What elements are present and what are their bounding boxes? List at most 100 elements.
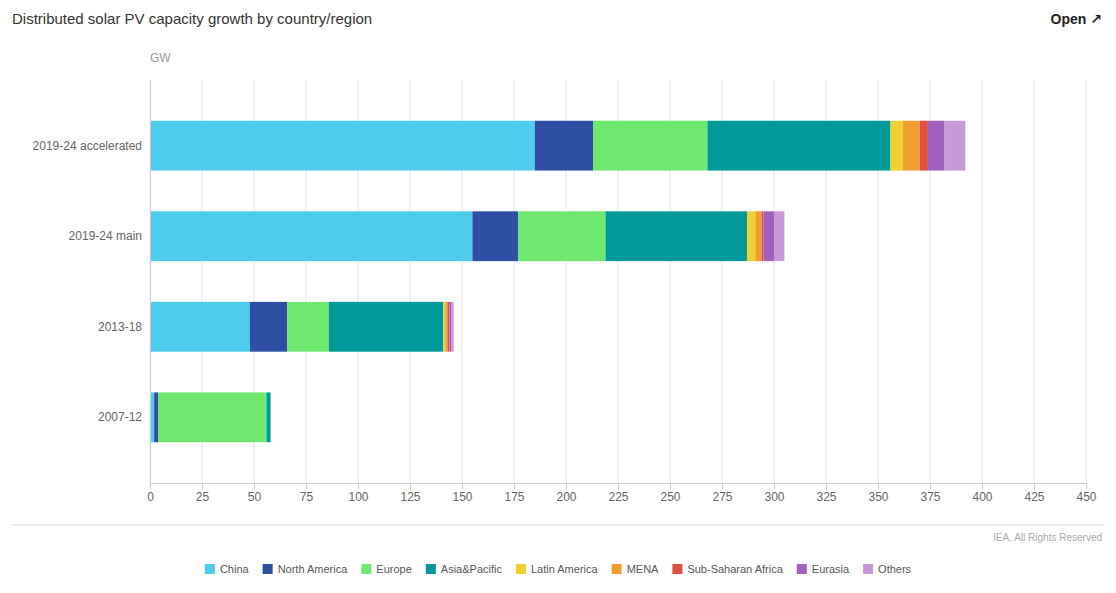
bar — [755, 211, 761, 261]
legend: ChinaNorth AmericaEuropeAsia&PacificLati… — [205, 563, 912, 575]
grid-line — [1034, 80, 1035, 483]
series — [158, 121, 707, 442]
bar — [287, 302, 329, 352]
bar — [270, 392, 271, 442]
tick: 2013-18 — [98, 320, 150, 334]
y-axis: 2007-122013-182019-24 main2019-24 accele… — [33, 81, 151, 484]
tick-label: 200 — [556, 490, 576, 504]
tick-label: 25 — [196, 490, 210, 504]
bar — [270, 392, 271, 442]
bar — [150, 211, 472, 261]
legend-item: MENA — [612, 563, 659, 575]
tick-label: 425 — [1024, 490, 1044, 504]
tick: 300 — [764, 483, 784, 504]
tick: 150 — [452, 483, 472, 504]
tick: 25 — [196, 483, 210, 504]
bar — [250, 302, 287, 352]
series — [445, 121, 919, 352]
bar — [890, 121, 902, 171]
bar — [150, 121, 535, 171]
axis-line — [151, 484, 1087, 490]
series — [150, 121, 535, 442]
tick-label: 150 — [452, 490, 472, 504]
tick-mark — [410, 483, 411, 489]
bar — [535, 121, 593, 171]
tick-mark — [202, 483, 203, 489]
legend-label: MENA — [627, 563, 659, 575]
tick: 175 — [504, 483, 524, 504]
tick-label: 225 — [608, 490, 628, 504]
tick: 350 — [868, 483, 888, 504]
tick-label: 450 — [1076, 490, 1096, 504]
chart: Distributed solar PV capacity growth by … — [0, 0, 1116, 593]
legend-item: Sub-Saharan Africa — [672, 563, 783, 575]
bar — [472, 211, 518, 261]
tick-label: 175 — [504, 490, 524, 504]
bar — [606, 211, 747, 261]
bar — [903, 121, 920, 171]
tick: 75 — [300, 483, 314, 504]
legend-label: Latin America — [531, 563, 599, 575]
tick-label: 2019-24 main — [69, 229, 142, 243]
tick-mark — [150, 483, 151, 489]
tick-label: 2007-12 — [98, 410, 142, 424]
tick: 125 — [400, 483, 420, 504]
bar — [593, 121, 707, 171]
legend-item: Others — [863, 563, 912, 575]
tick-label: 350 — [868, 490, 888, 504]
tick-mark — [774, 483, 775, 489]
legend-label: Eurasia — [812, 563, 850, 575]
tick-mark — [618, 483, 619, 489]
legend-label: North America — [278, 563, 349, 575]
tick: 450 — [1076, 483, 1096, 504]
tick: 50 — [248, 483, 262, 504]
tick-mark — [930, 483, 931, 489]
bar — [329, 302, 443, 352]
tick-label: 75 — [300, 490, 314, 504]
plot: 0255075100125150175200225250275300325350… — [33, 80, 1097, 504]
legend-item: Eurasia — [797, 563, 850, 575]
tick-label: 300 — [764, 490, 784, 504]
tick-mark — [982, 483, 983, 489]
tick-label: 0 — [147, 490, 154, 504]
legend-swatch — [263, 564, 273, 574]
tick: 375 — [920, 483, 940, 504]
separator — [11, 525, 1105, 526]
bar — [447, 302, 449, 352]
grid-line — [1086, 80, 1087, 483]
bar — [154, 392, 158, 442]
tick: 100 — [348, 483, 368, 504]
legend-label: Others — [878, 563, 912, 575]
grid — [150, 80, 1086, 483]
legend-item: Latin America — [516, 563, 599, 575]
tick: 425 — [1024, 483, 1044, 504]
bar — [450, 302, 452, 352]
legend-item: Asia&Pacific — [426, 563, 503, 575]
tick: 2007-12 — [98, 410, 150, 424]
legend-label: Europe — [376, 563, 411, 575]
bar — [518, 211, 605, 261]
legend-swatch — [516, 564, 526, 574]
tick-mark — [358, 483, 359, 489]
legend-swatch — [797, 564, 807, 574]
tick: 0 — [147, 483, 154, 504]
tick-label: 275 — [712, 490, 732, 504]
tick: 200 — [556, 483, 576, 504]
legend-swatch — [612, 564, 622, 574]
bar — [158, 392, 266, 442]
tick-mark — [306, 483, 307, 489]
legend-label: Asia&Pacific — [441, 563, 503, 575]
tick-label: 400 — [972, 490, 992, 504]
series — [452, 121, 966, 352]
bar — [928, 121, 945, 171]
series — [266, 121, 890, 442]
legend-swatch — [863, 564, 873, 574]
tick-label: 125 — [400, 490, 420, 504]
tick-label: 375 — [920, 490, 940, 504]
annotation: Open ↗ — [1051, 11, 1102, 27]
bar — [747, 211, 755, 261]
tick-mark — [670, 483, 671, 489]
tick-mark — [462, 483, 463, 489]
series — [154, 121, 593, 442]
legend-swatch — [205, 564, 215, 574]
